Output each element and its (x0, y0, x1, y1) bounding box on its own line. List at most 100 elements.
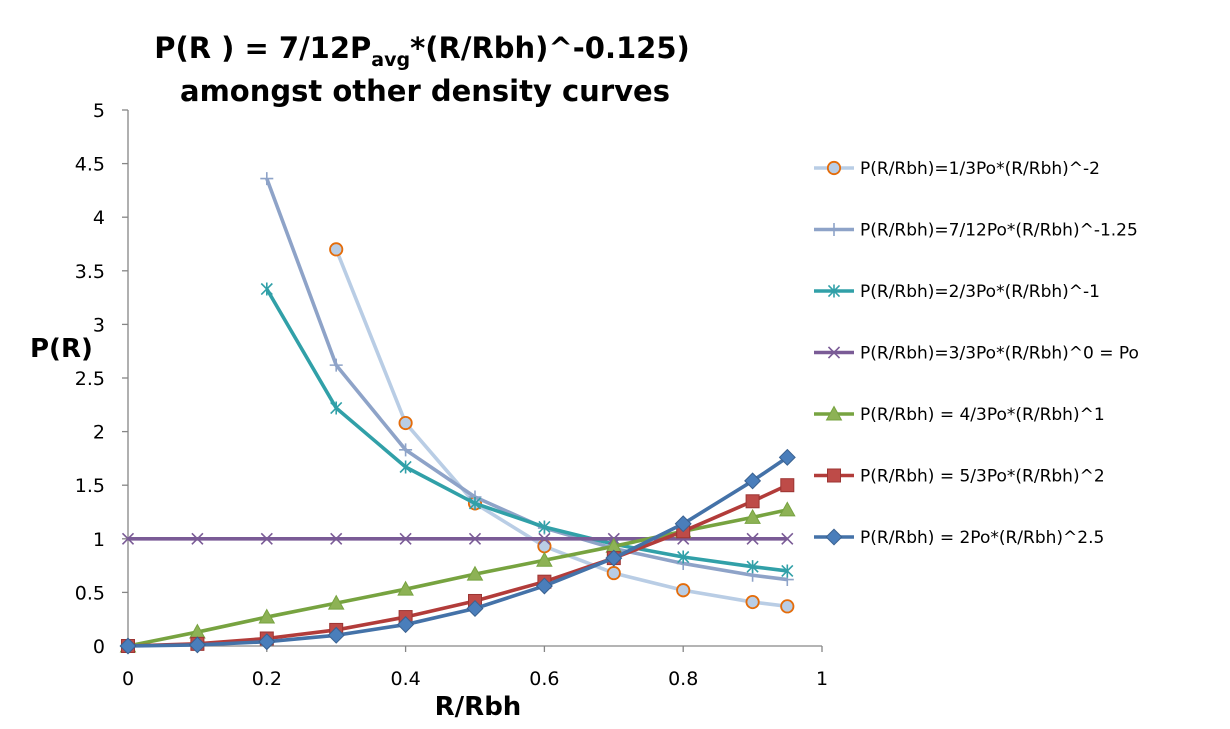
data-point-marker (674, 515, 692, 533)
data-point-marker (119, 637, 137, 655)
series-1 (329, 242, 795, 614)
data-point-marker (397, 580, 414, 596)
legend-entry: P(R/Rbh)=7/12Po*(R/Rbh)^-1.25 (814, 221, 1138, 241)
data-point-marker (399, 443, 413, 457)
y-tick-label: 2 (93, 422, 105, 444)
data-point-marker (188, 636, 206, 654)
data-point-marker (330, 401, 343, 415)
chart-title-line1: P(R ) = 7/12Pavg*(R/Rbh)^-0.125) (154, 31, 690, 71)
data-point-marker (825, 528, 843, 546)
data-point-marker (780, 599, 795, 614)
data-point-marker (466, 565, 484, 581)
chart-title-line2: amongst other density curves (180, 74, 670, 108)
data-point-marker (780, 478, 795, 493)
legend-label: P(R/Rbh)=2/3Po*(R/Rbh)^-1 (860, 282, 1100, 302)
data-point-marker (778, 448, 796, 466)
data-point-marker (258, 633, 276, 651)
data-point-marker (744, 472, 762, 490)
legend-entry: P(R/Rbh) = 2Po*(R/Rbh)^2.5 (814, 528, 1104, 548)
data-point-marker (744, 508, 761, 524)
data-point-marker (606, 566, 621, 581)
data-point-marker (258, 608, 276, 624)
data-point-marker (535, 577, 553, 595)
data-point-marker (260, 532, 273, 545)
data-point-marker (538, 532, 551, 545)
legend: P(R/Rbh)=1/3Po*(R/Rbh)^-2 P(R/Rbh)=7/12Po… (814, 159, 1139, 548)
y-tick-label: 3 (93, 314, 105, 336)
chart-title-line1-subscript: avg (371, 49, 410, 71)
chart-title-line1-prefix: P(R ) = 7/12P (154, 31, 371, 65)
y-tick-label: 1 (93, 529, 105, 551)
axes: 0 0.5 1 1.5 2 2.5 3 3.5 4 4.5 5 0 0.2 0.4 0.6 0.8 1 (75, 100, 828, 690)
x-axis-title: R/Rbh (435, 692, 522, 722)
legend-label: P(R/Rbh) = 5/3Po*(R/Rbh)^2 (860, 467, 1105, 487)
legend-label: P(R/Rbh) = 2Po*(R/Rbh)^2.5 (860, 528, 1104, 548)
y-tick-label: 0 (93, 636, 105, 658)
data-point-marker (745, 594, 760, 610)
data-point-marker (398, 415, 413, 431)
data-point-marker (536, 551, 553, 567)
data-point-marker (468, 532, 482, 545)
legend-entry: P(R/Rbh)=1/3Po*(R/Rbh)^-2 (814, 159, 1100, 179)
data-point-marker (825, 405, 843, 421)
legend-entry: P(R/Rbh)=3/3Po*(R/Rbh)^0 = Po (814, 344, 1139, 364)
data-point-marker (329, 242, 344, 257)
y-tick-label: 1.5 (75, 475, 105, 497)
legend-label: P(R/Rbh)=7/12Po*(R/Rbh)^-1.25 (860, 221, 1138, 241)
x-tick-label: 0.2 (252, 668, 282, 690)
legend-label: P(R/Rbh)=3/3Po*(R/Rbh)^0 = Po (860, 344, 1139, 364)
y-tick-label: 0.5 (75, 582, 105, 604)
data-point-marker (781, 532, 794, 545)
data-point-marker (676, 583, 691, 598)
data-point-marker (327, 594, 345, 610)
y-tick-label: 2.5 (75, 368, 105, 390)
data-point-marker (537, 539, 552, 554)
series-line (265, 288, 788, 573)
data-point-marker (260, 282, 273, 296)
data-point-marker (191, 532, 204, 545)
series-layer (119, 172, 796, 655)
data-point-marker (399, 460, 412, 474)
legend-label: P(R/Rbh) = 4/3Po*(R/Rbh)^1 (860, 405, 1105, 425)
data-point-marker (827, 223, 841, 236)
y-tick-label: 5 (93, 100, 105, 122)
data-point-marker (399, 532, 412, 545)
x-tick-label: 1 (816, 668, 828, 690)
data-point-marker (826, 160, 842, 176)
data-point-marker (121, 532, 135, 545)
data-point-marker (327, 626, 345, 644)
data-point-marker (466, 599, 484, 617)
data-point-marker (468, 496, 482, 510)
x-tick-label: 0 (122, 668, 134, 690)
x-tick-label: 0.4 (390, 668, 420, 690)
data-point-marker (538, 520, 551, 534)
data-point-marker (827, 468, 841, 483)
chart-title-line1-suffix: *(R/Rbh)^-0.125) (410, 31, 690, 65)
chart-title: P(R ) = 7/12Pavg*(R/Rbh)^-0.125) amongst… (154, 31, 690, 108)
series-7 (119, 448, 796, 655)
data-point-marker (746, 560, 759, 574)
data-point-marker (677, 550, 690, 564)
data-point-marker (778, 501, 796, 517)
data-point-marker (605, 549, 623, 567)
series-line (334, 248, 788, 609)
y-tick-label: 4 (93, 207, 105, 229)
data-point-marker (397, 616, 415, 634)
x-tick-label: 0.6 (529, 668, 559, 690)
legend-label: P(R/Rbh)=1/3Po*(R/Rbh)^-2 (860, 159, 1100, 179)
legend-entry: P(R/Rbh) = 5/3Po*(R/Rbh)^2 (814, 467, 1105, 487)
series-3 (260, 282, 794, 578)
data-point-marker (329, 358, 343, 372)
data-point-marker (330, 532, 343, 545)
data-point-marker (746, 532, 759, 545)
data-point-marker (827, 346, 841, 359)
legend-entry: P(R/Rbh)=2/3Po*(R/Rbh)^-1 (814, 282, 1100, 302)
series-4 (121, 532, 794, 545)
data-point-marker (827, 284, 841, 298)
y-tick-label: 3.5 (75, 261, 105, 283)
data-point-marker (260, 172, 274, 186)
y-axis-title: P(R) (30, 334, 93, 364)
data-point-marker (745, 494, 760, 509)
y-tick-label: 4.5 (75, 154, 105, 176)
